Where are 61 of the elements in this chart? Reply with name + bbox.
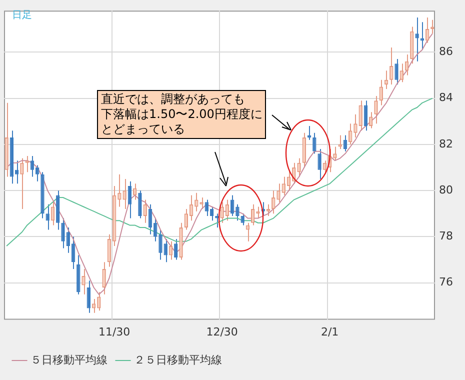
candlestick bbox=[97, 292, 101, 312]
candlestick bbox=[46, 204, 50, 230]
annotation: とどまっている bbox=[101, 122, 186, 137]
candlestick bbox=[92, 298, 96, 314]
candlestick bbox=[369, 112, 373, 129]
y-tick-label: 82 bbox=[439, 137, 454, 150]
candlestick bbox=[286, 169, 291, 192]
candlestick bbox=[158, 229, 162, 260]
legend-label: ５日移動平均線 bbox=[30, 353, 108, 366]
candlestick bbox=[25, 155, 29, 173]
candlestick bbox=[318, 148, 322, 180]
legend-label: ２５日移動平均線 bbox=[134, 353, 222, 366]
candlestick bbox=[374, 95, 378, 124]
candlestick bbox=[194, 192, 198, 212]
annotation: 直近では、調整があっても bbox=[101, 92, 246, 107]
candlestick bbox=[86, 280, 91, 314]
candlestick bbox=[358, 100, 362, 132]
candlestick bbox=[122, 178, 126, 210]
candlestick bbox=[200, 197, 204, 210]
candlestick bbox=[379, 79, 383, 106]
candlestick bbox=[276, 183, 280, 203]
candlestick bbox=[307, 125, 312, 140]
y-tick-label: 76 bbox=[439, 276, 454, 289]
candlestick bbox=[174, 238, 178, 260]
candlestick bbox=[312, 132, 316, 154]
candlestick bbox=[118, 174, 122, 208]
y-tick-label: 84 bbox=[439, 91, 454, 104]
x-tick-label: 2/1 bbox=[320, 325, 339, 338]
candlestick bbox=[394, 58, 398, 85]
candlestick bbox=[30, 155, 34, 178]
candlestick bbox=[184, 208, 188, 230]
candlestick bbox=[240, 213, 244, 226]
candlestick bbox=[220, 202, 224, 224]
candlestick bbox=[364, 100, 368, 132]
candlestick bbox=[236, 204, 240, 222]
candlestick bbox=[138, 190, 142, 219]
candlestick bbox=[50, 202, 55, 226]
candlestick bbox=[415, 17, 419, 62]
x-tick-label: 11/30 bbox=[98, 325, 130, 338]
candlestick bbox=[36, 164, 40, 182]
candlestick bbox=[390, 47, 394, 85]
candlestick bbox=[66, 227, 70, 254]
candlestick bbox=[333, 146, 337, 162]
candlestick bbox=[246, 222, 250, 242]
candlestick bbox=[251, 204, 255, 226]
candlestick bbox=[102, 262, 106, 295]
candlestick bbox=[282, 176, 286, 196]
annotation: 下落幅は1.50〜2.00円程度に bbox=[101, 107, 262, 122]
x-tick-label: 12/30 bbox=[206, 325, 238, 338]
y-tick-label: 86 bbox=[439, 44, 454, 58]
candlestick bbox=[215, 213, 219, 228]
candlestick bbox=[82, 268, 86, 295]
candlestick bbox=[297, 158, 301, 178]
candlestick bbox=[20, 158, 24, 210]
y-tick-label: 78 bbox=[439, 230, 454, 243]
candlestick bbox=[400, 63, 404, 83]
candlestick bbox=[266, 204, 270, 216]
y-tick-label: 80 bbox=[439, 183, 454, 196]
candlestick bbox=[61, 218, 65, 249]
annotation: 日足 bbox=[12, 9, 32, 22]
candlestick bbox=[354, 114, 358, 138]
